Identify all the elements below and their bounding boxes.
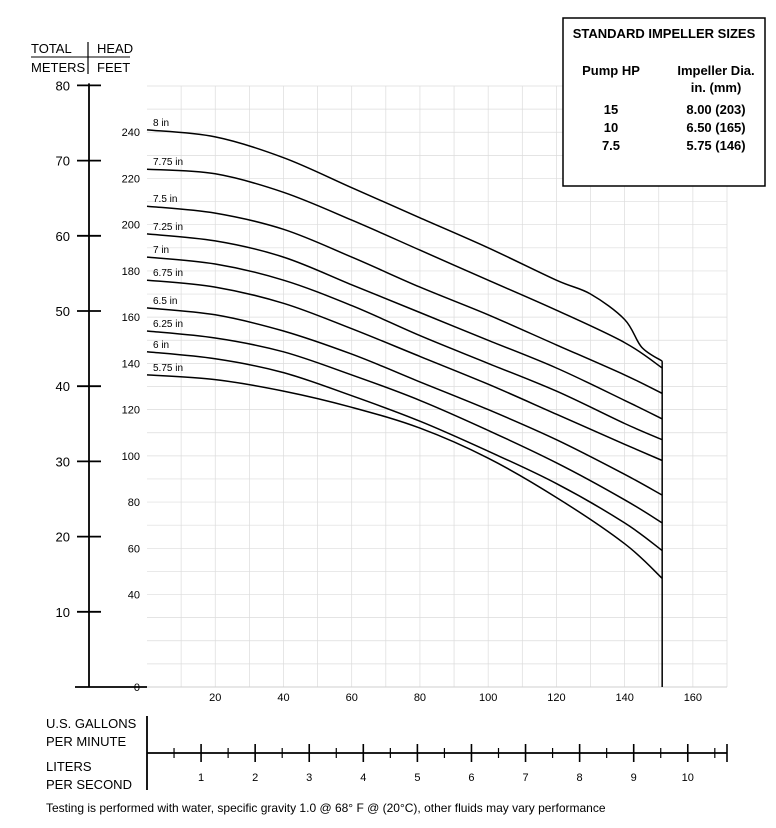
curve-label: 7.75 in (153, 157, 183, 168)
feet-tick-label: 240 (122, 127, 140, 139)
secondary-axis-block: U.S. GALLONS PER MINUTE LITERS PER SECON… (46, 716, 728, 792)
curve-label: 6.25 in (153, 319, 183, 330)
grid (147, 85, 728, 687)
impeller-sizes-table: STANDARD IMPELLER SIZES Pump HP Impeller… (562, 17, 766, 187)
lps-tick-label: 5 (414, 772, 420, 784)
lps-tick-label: 10 (682, 772, 694, 784)
meters-tick-label: 50 (56, 304, 70, 319)
feet-tick-label: 40 (128, 590, 140, 602)
curve-label: 7 in (153, 245, 169, 256)
impeller-table-dia: 5.75 (146) (686, 138, 745, 153)
gpm-tick-label: 60 (346, 692, 358, 704)
feet-tick-label: 120 (122, 405, 140, 417)
head-curve (146, 233, 663, 420)
feet-tick-label: 160 (122, 312, 140, 324)
curve-label: 5.75 in (153, 363, 183, 374)
feet-tick-label: 220 (122, 173, 140, 185)
impeller-table-hp: 15 (604, 102, 618, 117)
head-curve (146, 129, 663, 362)
lps-label-line1: LITERS (46, 759, 92, 774)
meters-tick-label: 10 (56, 605, 70, 620)
impeller-table-hp: 7.5 (602, 138, 620, 153)
head-curve (146, 256, 663, 441)
feet-tick-label: 100 (122, 451, 140, 463)
curve-label: 6 in (153, 340, 169, 351)
impeller-table-col-dia: Impeller Dia. (677, 63, 754, 78)
meters-tick-label: 30 (56, 454, 70, 469)
head-curve (146, 374, 663, 579)
axis-headers: TOTAL METERS HEAD FEET (31, 41, 133, 75)
lps-tick-label: 6 (468, 772, 474, 784)
curve-label: 8 in (153, 118, 169, 129)
head-curve (146, 330, 663, 524)
lps-tick-label: 3 (306, 772, 312, 784)
impeller-table-title: STANDARD IMPELLER SIZES (573, 26, 756, 41)
feet-tick-label: 140 (122, 358, 140, 370)
curve-labels: 8 in 7.75 in 7.5 in 7.25 in 7 in 6.75 in 6.5 i… (153, 118, 183, 374)
impeller-table-col-hp: Pump HP (582, 63, 640, 78)
head-curves (146, 129, 663, 687)
impeller-table-border (562, 17, 766, 187)
gpm-tick-label: 100 (479, 692, 497, 704)
gpm-tick-label: 80 (414, 692, 426, 704)
gpm-tick-label: 140 (615, 692, 633, 704)
gpm-tick-label: 160 (684, 692, 702, 704)
lps-tick-label: 2 (252, 772, 258, 784)
lps-tick-label: 9 (631, 772, 637, 784)
curve-label: 6.5 in (153, 296, 177, 307)
head-curve (146, 351, 663, 552)
gpm-tick-label: 20 (209, 692, 221, 704)
feet-tick-label: 180 (122, 266, 140, 278)
lps-tick-label: 7 (522, 772, 528, 784)
feet-header: FEET (97, 60, 130, 75)
curve-label: 6.75 in (153, 268, 183, 279)
gpm-tick-label: 120 (547, 692, 565, 704)
impeller-table-hp: 10 (604, 120, 618, 135)
feet-tick-label: 80 (128, 497, 140, 509)
impeller-table-col-dia-unit: in. (mm) (691, 80, 742, 95)
meters-tick-label: 70 (56, 154, 70, 169)
total-header: TOTAL (31, 41, 72, 56)
curve-label: 7.25 in (153, 222, 183, 233)
gpm-tick-label: 40 (277, 692, 289, 704)
feet-tick-label: 0 (134, 682, 140, 694)
meters-tick-label: 60 (56, 229, 70, 244)
meters-tick-label: 80 (56, 78, 70, 93)
feet-tick-label: 200 (122, 220, 140, 232)
head-curve (146, 307, 663, 496)
lps-tick-label: 1 (198, 772, 204, 784)
footnote: Testing is performed with water, specifi… (46, 801, 606, 815)
head-curve (146, 168, 663, 369)
gpm-label-line2: PER MINUTE (46, 734, 127, 749)
axes: 10 20 30 40 50 60 70 80 0 40 60 80 100 120 140 160 180 20… (56, 78, 727, 704)
lps-label-line2: PER SECOND (46, 777, 132, 792)
gpm-label-line1: U.S. GALLONS (46, 716, 137, 731)
meters-tick-label: 20 (56, 530, 70, 545)
meters-tick-label: 40 (56, 379, 70, 394)
impeller-table-dia: 8.00 (203) (686, 102, 745, 117)
lps-tick-label: 8 (577, 772, 583, 784)
head-curve (146, 205, 663, 395)
curve-label: 7.5 in (153, 194, 177, 205)
head-curve (146, 279, 663, 462)
lps-ticks: 1 2 3 4 5 6 7 8 9 10 (173, 744, 728, 784)
lps-tick-label: 4 (360, 772, 366, 784)
head-header: HEAD (97, 41, 133, 56)
feet-tick-label: 60 (128, 543, 140, 555)
meters-header: METERS (31, 60, 86, 75)
impeller-table-dia: 6.50 (165) (686, 120, 745, 135)
